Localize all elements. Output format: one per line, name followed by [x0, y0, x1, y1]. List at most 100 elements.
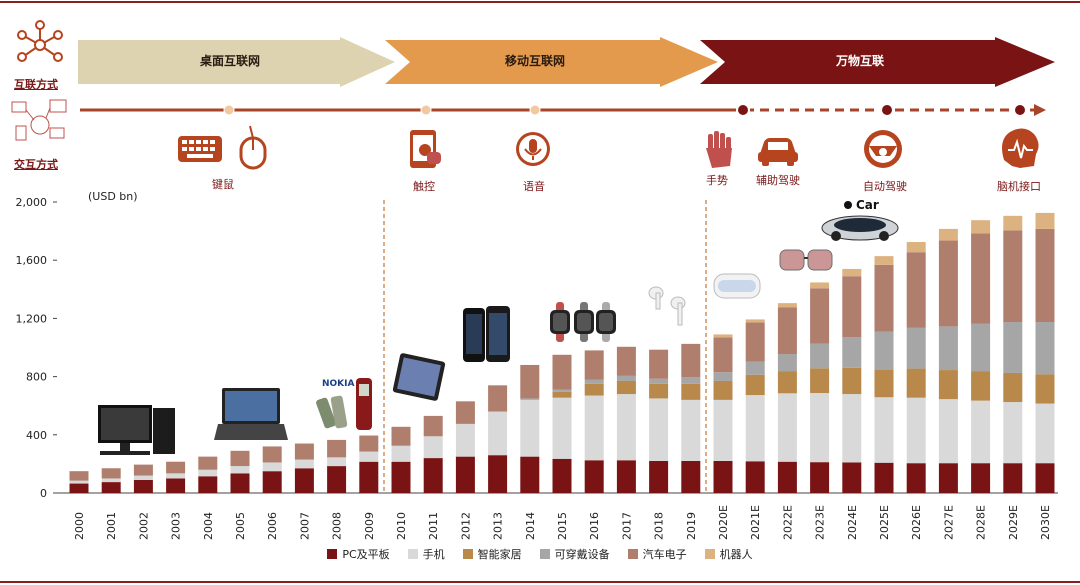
bar-segment-PC及平板: [681, 460, 701, 493]
bar-segment-汽车电子: [681, 343, 701, 378]
interaction-label-touch: 触控: [413, 180, 435, 193]
bottom-rule: [0, 581, 1080, 583]
bar-segment-可穿戴设备: [616, 375, 636, 381]
vr-headset-image: [713, 273, 761, 299]
legend-swatch: [327, 549, 338, 559]
x-tick-label: 2004: [202, 512, 215, 540]
stacked-bar-chart: 0 400 800 1,200 1,600 2,000 2000 2001 2002 2003 2…: [16, 196, 1058, 540]
bar-segment-手机: [906, 397, 926, 464]
x-tick-label: 2024E: [846, 505, 859, 540]
interaction-mode-label: 交互方式: [14, 158, 58, 171]
legend-swatch: [539, 549, 550, 559]
bar-segment-汽车电子: [359, 435, 379, 452]
unit-label: (USD bn): [88, 190, 138, 203]
bar-segment-手机: [713, 399, 733, 461]
y-tick-label: 400: [26, 429, 47, 442]
bar-segment-PC及平板: [198, 476, 218, 493]
devices-illustration-icon: [11, 99, 67, 141]
x-tick-label: 2025E: [878, 505, 891, 540]
x-tick-label: 2021E: [749, 505, 762, 540]
x-tick-label: 2000: [73, 512, 86, 540]
apple-car-image: Car: [821, 198, 899, 241]
network-icon: [17, 20, 63, 62]
timeline-dot: [880, 103, 894, 117]
bar-segment-手机: [616, 394, 636, 461]
legend-swatch: [462, 549, 473, 559]
legend-item: 可穿戴设备: [539, 546, 610, 562]
bar-segment-手机: [1003, 402, 1023, 464]
bar-segment-手机: [133, 475, 153, 480]
bar-segment-智能家居: [584, 383, 604, 396]
bar-segment-PC及平板: [616, 460, 636, 493]
interaction-label-voice: 语音: [523, 180, 545, 193]
bar-segment-智能家居: [971, 371, 991, 401]
bar-segment-汽车电子: [649, 349, 669, 379]
legend-label: PC及平板: [342, 548, 390, 561]
smartwatches-image: [550, 302, 616, 342]
bar-segment-PC及平板: [649, 460, 669, 493]
bar-segment-PC及平板: [262, 471, 282, 493]
bar-segment-机器人: [938, 228, 958, 241]
x-tick-label: 2026E: [910, 505, 923, 540]
legend-swatch: [407, 549, 418, 559]
x-tick-label: 2020E: [717, 505, 730, 540]
x-tick-label: 2019: [685, 512, 698, 540]
apple-logo: [844, 201, 852, 209]
timeline-dot: [223, 104, 235, 116]
x-tick-label: 2030E: [1039, 505, 1052, 540]
tablet-touch-icon: [410, 130, 441, 168]
interaction-label-autonomous-driving: 自动驾驶: [863, 180, 907, 193]
bar-segment-手机: [423, 436, 443, 459]
brain-icon: [1002, 128, 1039, 168]
bar-segment-手机: [198, 469, 218, 477]
bar-segment-汽车电子: [874, 264, 894, 332]
bar-segment-手机: [971, 400, 991, 464]
legend-label: 机器人: [719, 548, 753, 561]
bar-segment-汽车电子: [198, 456, 218, 470]
bar-segment-可穿戴设备: [874, 331, 894, 370]
x-tick-label: 2005: [234, 512, 247, 540]
bar-segment-PC及平板: [327, 466, 347, 493]
phase-label-desktop: 桌面互联网: [199, 54, 260, 68]
bar-segment-PC及平板: [906, 463, 926, 493]
bar-segment-智能家居: [1035, 374, 1055, 404]
car-icon: [758, 138, 798, 166]
phase-arrow-mobile: [385, 37, 718, 87]
bar-segment-机器人: [777, 303, 797, 308]
bar-segment-汽车电子: [1003, 230, 1023, 323]
bar-segment-汽车电子: [745, 322, 765, 362]
interaction-label-bci: 脑机接口: [997, 180, 1041, 193]
bar-segment-手机: [520, 399, 540, 457]
bar-segment-可穿戴设备: [1003, 322, 1023, 373]
bar-segment-智能家居: [874, 369, 894, 398]
bar-segment-机器人: [745, 319, 765, 323]
bar-segment-可穿戴设备: [520, 398, 540, 400]
bar-segment-汽车电子: [777, 307, 797, 355]
bar-segment-手机: [938, 399, 958, 464]
bar-segment-手机: [230, 466, 250, 474]
bar-segment-手机: [166, 473, 186, 479]
legend-label: 智能家居: [477, 548, 522, 561]
x-tick-label: 2001: [105, 512, 118, 540]
bar-segment-手机: [842, 394, 862, 463]
mouse-icon: [239, 125, 267, 170]
bar-segment-汽车电子: [552, 354, 572, 390]
bar-segment-PC及平板: [713, 460, 733, 493]
bar-segment-PC及平板: [488, 455, 508, 493]
bar-segment-智能家居: [810, 368, 830, 394]
nokia-logo: NOKIA: [322, 379, 355, 389]
bar-segment-汽车电子: [133, 464, 153, 476]
bar-segment-PC及平板: [101, 482, 121, 493]
bar-segment-PC及平板: [69, 483, 89, 493]
bar-segment-可穿戴设备: [584, 379, 604, 384]
smart-glasses-image: [779, 249, 833, 271]
tablet-image: [392, 353, 446, 401]
bar-segment-PC及平板: [874, 462, 894, 493]
interaction-label-gesture: 手势: [706, 174, 728, 187]
bar-segment-智能家居: [552, 391, 572, 398]
bar-segment-PC及平板: [520, 456, 540, 493]
bar-segment-可穿戴设备: [810, 343, 830, 369]
legend-swatch: [704, 549, 715, 559]
chart-legend: PC及平板 手机 智能家居 可穿戴设备 汽车电子 机器人: [0, 546, 1080, 562]
bar-segment-手机: [455, 423, 475, 457]
